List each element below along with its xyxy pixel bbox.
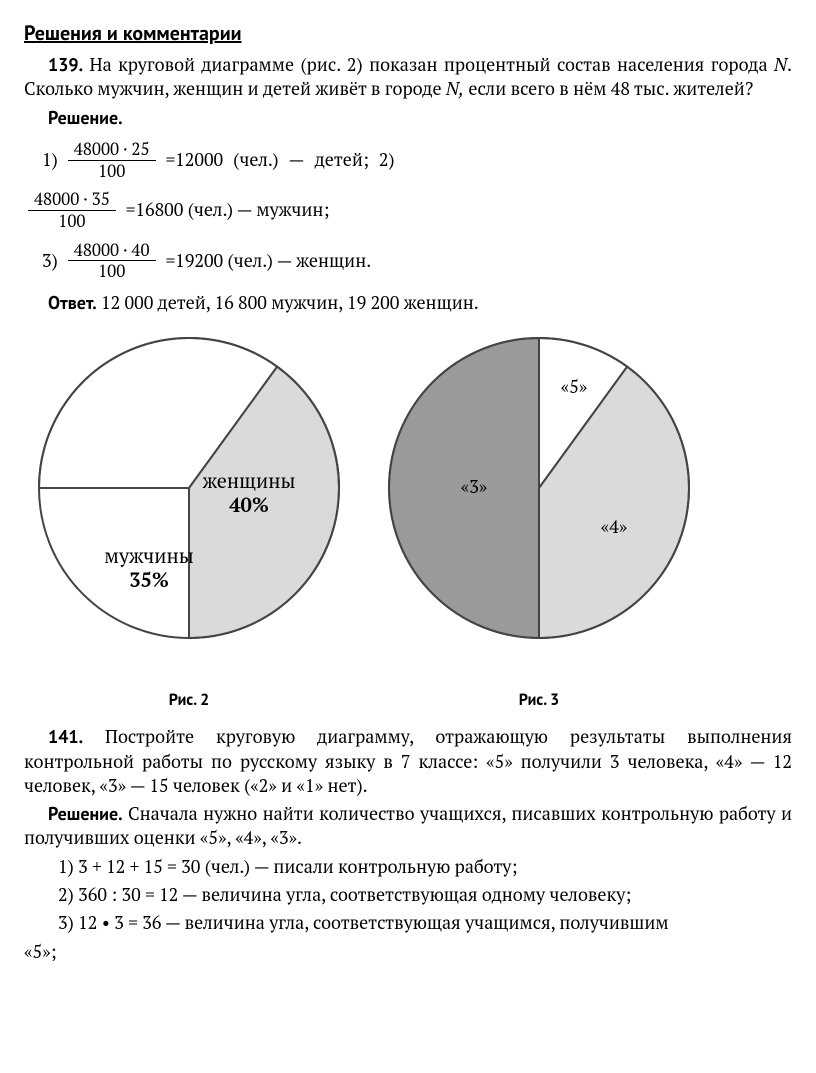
chart-2-wrap: «5» «4» «3» Рис. 3	[384, 333, 694, 711]
answer-line: Ответ. 12 000 детей, 16 800 мужчин, 19 2…	[24, 291, 792, 315]
calc-line-3: 3) 48000 · 40 100 =19200 (чел.) — женщин…	[42, 241, 792, 281]
fraction: 48000 · 35 100	[28, 190, 116, 230]
problem-139: 139. На круговой диаграмме (рис. 2) пока…	[24, 53, 792, 102]
fraction: 48000 · 40 100	[68, 241, 156, 281]
numerator: 48000 · 40	[68, 241, 156, 262]
calc-line-1: 1) 48000 · 25 100 =12000 (чел.) — детей;…	[42, 140, 792, 180]
step-3-tail: «5»;	[24, 940, 792, 964]
solution-2-text: Сначала нужно найти количество учащихся,…	[24, 802, 792, 850]
calc-who: детей;	[314, 148, 368, 172]
numerator: 48000 · 35	[28, 190, 116, 211]
step-1: 1) 3 + 12 + 15 = 30 (чел.) — писали конт…	[58, 855, 792, 879]
section-title: Решения и комментарии	[24, 20, 792, 47]
caption-2: Рис. 3	[384, 690, 694, 712]
problem-141-text: Постройте круговую диаграмму, отражающую…	[24, 725, 792, 798]
var-N: N	[774, 53, 787, 77]
denominator: 100	[58, 211, 85, 231]
slice-pct: 40%	[229, 491, 269, 518]
calc-index: 3)	[42, 249, 58, 273]
calc-dash: —	[289, 148, 305, 172]
answer-text: 12 000 детей, 16 800 мужчин, 19 200 женщ…	[97, 291, 479, 315]
pie-chart-2: «5» «4» «3»	[384, 333, 694, 643]
step-2: 2) 360 : 30 = 12 — величина угла, соотве…	[58, 883, 792, 907]
slice-label: дети	[122, 422, 166, 449]
denominator: 100	[98, 161, 125, 181]
var-N2: N,	[446, 77, 464, 101]
calc-result: =19200 (чел.) — женщин.	[166, 249, 372, 273]
problem-number: 141.	[48, 725, 83, 748]
slice-label: мужчины	[104, 542, 194, 569]
fraction: 48000 · 25 100	[68, 140, 156, 180]
problem-text-3: если всего в нём 48 тыс. жителей?	[464, 77, 753, 101]
slice-label: «3»	[461, 475, 488, 499]
charts-row: дети25% мужчины35% женщины40% Рис. 2 «5» «4…	[34, 333, 792, 711]
pie-chart-1: дети25% мужчины35% женщины40%	[34, 333, 344, 643]
slice-label: «5»	[561, 375, 588, 399]
calc-tail: 2)	[379, 148, 395, 172]
slice-pct: 25%	[124, 446, 164, 473]
slice-label: женщины	[203, 467, 296, 494]
slice-label: «4»	[601, 515, 628, 539]
slice-pct: 35%	[129, 566, 169, 593]
solution-2-label: Решение.	[48, 802, 123, 825]
problem-number: 139.	[48, 53, 83, 76]
solution-2: Решение. Сначала нужно найти количество …	[24, 802, 792, 851]
calc-result: =12000	[166, 148, 224, 172]
calc-line-2: 48000 · 35 100 =16800 (чел.) — мужчин;	[28, 190, 792, 230]
denominator: 100	[98, 261, 125, 281]
problem-text-1: На круговой диаграмме (рис. 2) показан п…	[89, 53, 773, 77]
answer-label: Ответ.	[48, 291, 97, 314]
problem-141: 141. Постройте круговую диаграмму, отраж…	[24, 725, 792, 798]
caption-1: Рис. 2	[34, 690, 344, 712]
step-3: 3) 12 • 3 = 36 — величина угла, соответс…	[58, 911, 792, 935]
numerator: 48000 · 25	[68, 140, 156, 161]
calc-unit: (чел.)	[233, 148, 278, 172]
chart-1-wrap: дети25% мужчины35% женщины40% Рис. 2	[34, 333, 344, 711]
solution-label: Решение.	[24, 106, 792, 130]
calc-index: 1)	[42, 148, 58, 172]
calc-result: =16800 (чел.) — мужчин;	[126, 198, 330, 222]
